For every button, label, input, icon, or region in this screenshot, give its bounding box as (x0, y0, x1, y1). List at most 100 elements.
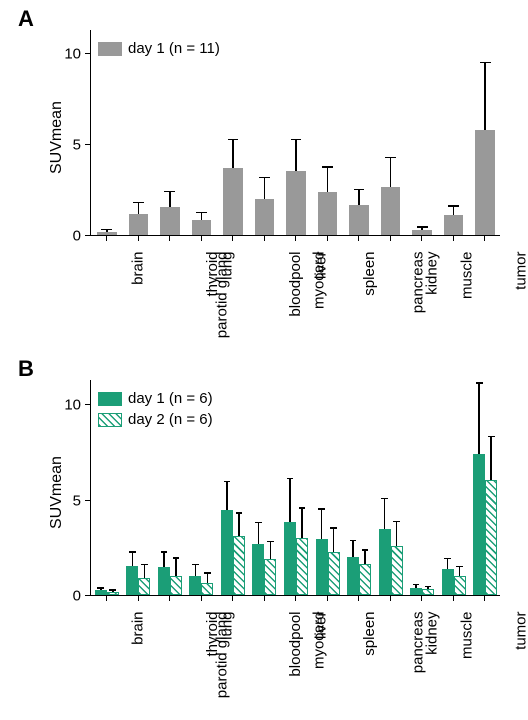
error-cap (456, 566, 463, 568)
legend-label: day 1 (n = 6) (128, 390, 213, 407)
x-tick-label: muscle (459, 612, 476, 660)
error-bar (333, 528, 335, 552)
error-cap (350, 540, 357, 542)
error-bar (390, 158, 392, 187)
x-tick (390, 595, 391, 601)
error-bar (132, 552, 134, 566)
x-tick-label: bloodpool (287, 612, 304, 677)
legend-label: day 2 (n = 6) (128, 411, 213, 428)
error-bar (232, 140, 234, 168)
bar (252, 544, 264, 595)
error-cap (129, 551, 136, 553)
bar (454, 576, 466, 595)
x-tick-label: kidney (423, 252, 440, 295)
panel-a-legend: day 1 (n = 11) (98, 40, 220, 57)
y-tick-label: 10 (64, 397, 81, 414)
error-bar (258, 522, 260, 544)
error-cap (393, 521, 400, 523)
error-bar (358, 190, 360, 205)
bar (391, 546, 403, 595)
bar (286, 171, 306, 235)
bar (192, 220, 212, 235)
bar (316, 539, 328, 595)
error-cap (228, 139, 239, 141)
bar (221, 510, 233, 595)
y-tick-label: 10 (64, 46, 81, 63)
error-cap (287, 478, 294, 480)
error-bar (484, 62, 486, 129)
y-tick (85, 500, 91, 501)
x-tick-label: spleen (361, 612, 378, 656)
error-cap (444, 558, 451, 560)
bar (264, 559, 276, 595)
error-cap (224, 481, 231, 483)
error-bar (175, 558, 177, 576)
error-bar (238, 513, 240, 536)
bar (328, 552, 340, 595)
bar (349, 205, 369, 235)
panel-a: A 0510brainparotid glandthyroidlungblood… (0, 0, 528, 350)
bar (129, 214, 149, 235)
legend-label: day 1 (n = 11) (128, 40, 220, 57)
error-bar (226, 481, 228, 510)
x-tick (421, 235, 422, 241)
bar (410, 588, 422, 595)
error-cap (362, 549, 369, 551)
error-bar (138, 202, 140, 214)
x-tick-label: tumor (513, 612, 528, 650)
x-tick-label: bloodpool (287, 252, 304, 317)
bar (412, 230, 432, 235)
x-tick (421, 595, 422, 601)
x-tick (453, 595, 454, 601)
y-tick-label: 5 (73, 137, 81, 154)
error-cap (101, 229, 112, 231)
error-bar (207, 573, 209, 583)
error-bar (490, 437, 492, 481)
error-cap (173, 557, 180, 559)
error-bar (163, 552, 165, 567)
y-tick (85, 144, 91, 145)
x-tick (453, 235, 454, 241)
bar (223, 168, 243, 235)
error-bar (195, 564, 197, 575)
error-cap (259, 177, 270, 179)
bar (381, 187, 401, 235)
error-cap (381, 498, 388, 500)
x-tick (484, 235, 485, 241)
error-cap (192, 564, 199, 566)
error-cap (476, 382, 483, 384)
y-tick (85, 53, 91, 54)
bar (107, 592, 119, 595)
y-tick-label: 0 (73, 228, 81, 245)
bar (347, 557, 359, 595)
error-bar (396, 522, 398, 547)
x-tick (106, 235, 107, 241)
error-bar (459, 566, 461, 576)
bar (296, 538, 308, 595)
x-tick-label: brain (129, 252, 146, 285)
bar (442, 569, 454, 595)
legend-item: day 1 (n = 6) (98, 390, 213, 407)
x-tick (295, 235, 296, 241)
panel-b: B 0510brainparotid glandthyroidlungblood… (0, 350, 528, 720)
x-tick (232, 595, 233, 601)
x-tick (327, 595, 328, 601)
bar (160, 207, 180, 235)
error-cap (236, 512, 243, 514)
panel-b-legend: day 1 (n = 6) day 2 (n = 6) (98, 390, 213, 428)
x-tick (138, 235, 139, 241)
bar (444, 215, 464, 235)
error-bar (289, 479, 291, 522)
error-cap (196, 212, 207, 214)
error-bar (201, 212, 203, 220)
legend-item: day 1 (n = 11) (98, 40, 220, 57)
x-tick (390, 235, 391, 241)
x-tick (169, 595, 170, 601)
error-cap (448, 205, 459, 207)
x-tick (358, 235, 359, 241)
x-tick (201, 595, 202, 601)
bar (126, 566, 138, 595)
x-tick-label: kidney (423, 612, 440, 655)
error-cap (164, 191, 175, 193)
y-tick (85, 404, 91, 405)
